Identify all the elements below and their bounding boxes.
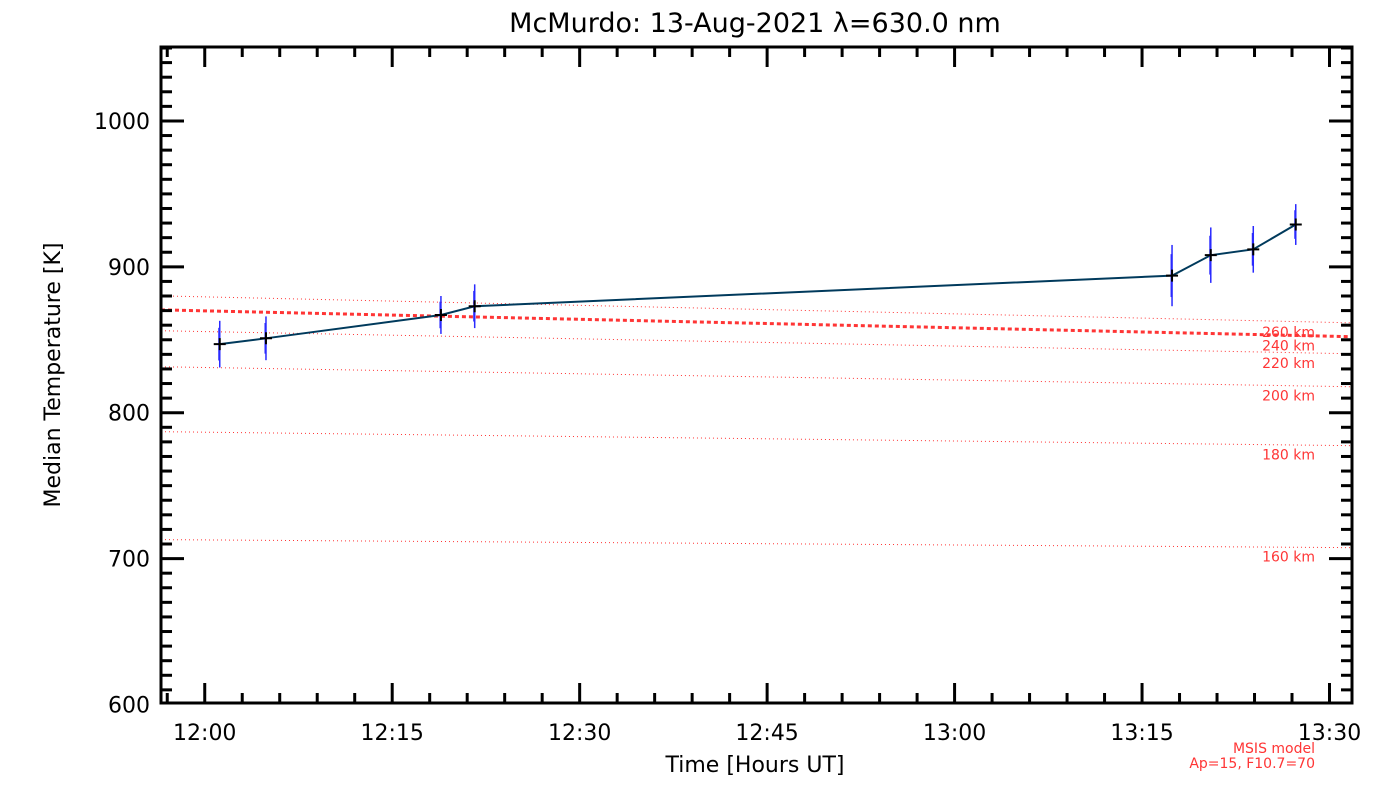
msis-params-note: Ap=15, F10.7=70	[1189, 756, 1315, 772]
model-line-240km	[160, 308, 1353, 339]
y-tick-label: 1000	[94, 110, 150, 135]
x-tick-label: 12:30	[548, 721, 611, 746]
data-point	[1204, 249, 1217, 262]
data-point	[468, 300, 481, 313]
model-line-180km	[160, 431, 1353, 447]
x-tick-label: 12:00	[173, 721, 236, 746]
model-line-160km	[160, 539, 1353, 549]
data-point	[213, 338, 226, 351]
model-line-200km	[160, 366, 1353, 388]
x-tick-label: 13:30	[1298, 721, 1361, 746]
y-tick-label: 700	[108, 548, 150, 573]
data-point	[259, 332, 272, 345]
data-point	[1247, 243, 1260, 256]
chart-title: McMurdo: 13-Aug-2021 λ=630.0 nm	[509, 8, 1001, 39]
x-tick-label: 13:00	[923, 721, 986, 746]
data-series	[213, 204, 1302, 368]
model-line-label: 240 km	[1262, 339, 1315, 355]
model-line-260km	[160, 295, 1353, 324]
model-line-220km	[160, 330, 1353, 355]
msis-model-note: MSIS model	[1233, 741, 1315, 757]
x-tick-label: 12:15	[360, 721, 423, 746]
data-point	[1289, 218, 1302, 231]
model-line-label: 200 km	[1262, 389, 1315, 405]
axes: 12:00 12:15 12:30 12:45 13:00 13:15 13:30 600 70…	[94, 45, 1361, 746]
model-line-label: 220 km	[1262, 356, 1315, 372]
x-tick-label: 12:45	[735, 721, 798, 746]
plot-frame	[159, 45, 1354, 705]
model-line-label: 180 km	[1262, 448, 1315, 464]
y-tick-label: 900	[108, 256, 150, 281]
model-line-label: 160 km	[1262, 550, 1315, 566]
y-axis-label: Median Temperature [K]	[41, 243, 66, 508]
x-tick-label: 13:15	[1110, 721, 1173, 746]
y-tick-label: 800	[108, 402, 150, 427]
x-axis-label: Time [Hours UT]	[665, 753, 845, 778]
data-point	[1166, 269, 1179, 282]
y-tick-label: 600	[108, 693, 150, 718]
data-point	[434, 308, 447, 321]
series-line	[219, 223, 1297, 346]
